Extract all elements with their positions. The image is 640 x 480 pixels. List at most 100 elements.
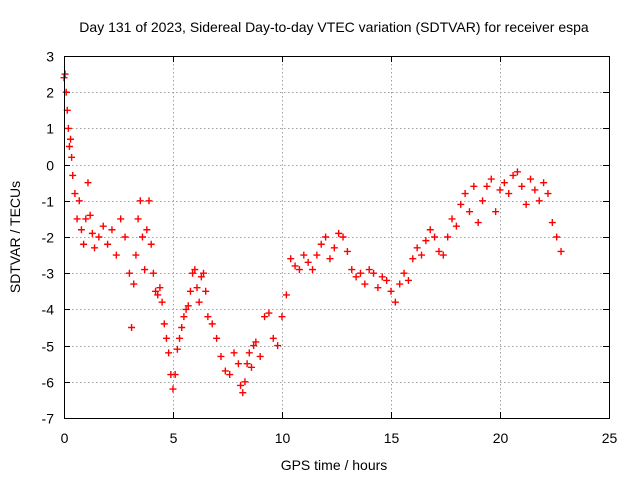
data-point — [256, 352, 264, 360]
data-point — [352, 273, 360, 281]
data-point — [470, 182, 478, 190]
data-point — [91, 244, 99, 252]
data-point — [339, 233, 347, 241]
data-point — [226, 371, 234, 379]
data-point — [330, 244, 338, 252]
data-point — [178, 324, 186, 331]
data-point — [108, 226, 116, 234]
data-point — [261, 313, 269, 321]
data-point — [173, 345, 181, 353]
data-point — [365, 266, 373, 274]
data-point — [160, 320, 168, 328]
data-point — [182, 305, 190, 313]
data-point — [518, 182, 526, 190]
data-point — [217, 352, 225, 360]
data-point — [99, 222, 107, 230]
data-point — [230, 349, 238, 357]
data-point — [278, 313, 286, 321]
y-tick-label: -5 — [42, 339, 55, 355]
data-point — [557, 247, 565, 255]
data-point — [186, 287, 194, 295]
data-point — [117, 215, 125, 223]
data-point — [509, 171, 517, 179]
data-point — [128, 324, 136, 331]
data-point — [444, 233, 452, 241]
data-point — [383, 276, 391, 284]
data-point — [487, 175, 495, 183]
data-point — [535, 197, 543, 205]
data-point — [213, 334, 221, 342]
data-point — [418, 251, 426, 259]
data-point — [221, 367, 229, 375]
data-point — [426, 226, 434, 234]
grid — [64, 56, 609, 418]
data-point — [149, 269, 157, 277]
data-point — [71, 190, 79, 198]
data-point — [136, 197, 144, 205]
data-point — [239, 389, 247, 397]
data-point — [237, 381, 245, 389]
data-point — [204, 313, 212, 321]
data-point — [313, 251, 321, 259]
data-point — [130, 280, 138, 288]
data-point — [522, 200, 530, 208]
x-tick-label: 15 — [384, 430, 400, 446]
data-point — [250, 342, 258, 350]
data-point — [413, 244, 421, 252]
axes: 0 5 10 15 20 25 -7 -6 -5 -4 -3 -2 -1 0 1 2 3 — [42, 49, 618, 447]
data-point — [169, 385, 177, 393]
data-point — [435, 247, 443, 255]
data-point — [479, 197, 487, 205]
data-point — [400, 269, 408, 277]
data-point — [147, 240, 155, 248]
y-tick-label: 2 — [46, 85, 54, 101]
data-point — [374, 284, 382, 292]
data-point — [448, 215, 456, 223]
chart-title: Day 131 of 2023, Sidereal Day-to-day VTE… — [79, 19, 589, 35]
data-point — [143, 226, 151, 234]
y-tick-label: 1 — [46, 121, 54, 137]
data-point — [527, 175, 535, 183]
data-point — [241, 378, 249, 386]
data-point — [125, 269, 133, 277]
data-point — [62, 88, 70, 96]
data-point — [474, 219, 482, 227]
data-point — [287, 255, 295, 263]
data-point — [461, 190, 469, 198]
data-point — [80, 240, 88, 248]
data-point — [189, 269, 197, 277]
data-point — [265, 309, 273, 317]
data-point — [544, 190, 552, 198]
y-tick-label: -2 — [42, 230, 55, 246]
x-tick-label: 20 — [493, 430, 509, 446]
data-point — [492, 208, 500, 216]
data-point — [439, 251, 447, 259]
data-point — [391, 298, 399, 306]
data-point — [370, 269, 378, 277]
data-point — [180, 313, 188, 321]
data-point — [88, 229, 96, 237]
data-point — [171, 371, 179, 379]
data-point — [513, 168, 521, 176]
x-tick-label: 0 — [61, 430, 69, 446]
data-point — [457, 200, 465, 208]
y-tick-label: 3 — [46, 49, 54, 65]
data-point — [404, 276, 412, 284]
data-point — [322, 233, 330, 241]
data-point — [65, 143, 73, 150]
x-tick-label: 5 — [170, 430, 178, 446]
data-point — [132, 251, 140, 259]
data-point — [68, 153, 76, 161]
data-point — [548, 219, 556, 227]
data-point — [295, 266, 303, 274]
data-series — [60, 70, 565, 397]
data-point — [138, 233, 146, 241]
data-point — [77, 226, 85, 234]
data-point — [84, 179, 92, 187]
y-tick-label: -7 — [42, 411, 55, 427]
y-tick-label: 0 — [46, 158, 54, 174]
data-point — [409, 255, 417, 263]
data-point — [82, 215, 90, 223]
y-tick-label: -6 — [42, 375, 55, 391]
